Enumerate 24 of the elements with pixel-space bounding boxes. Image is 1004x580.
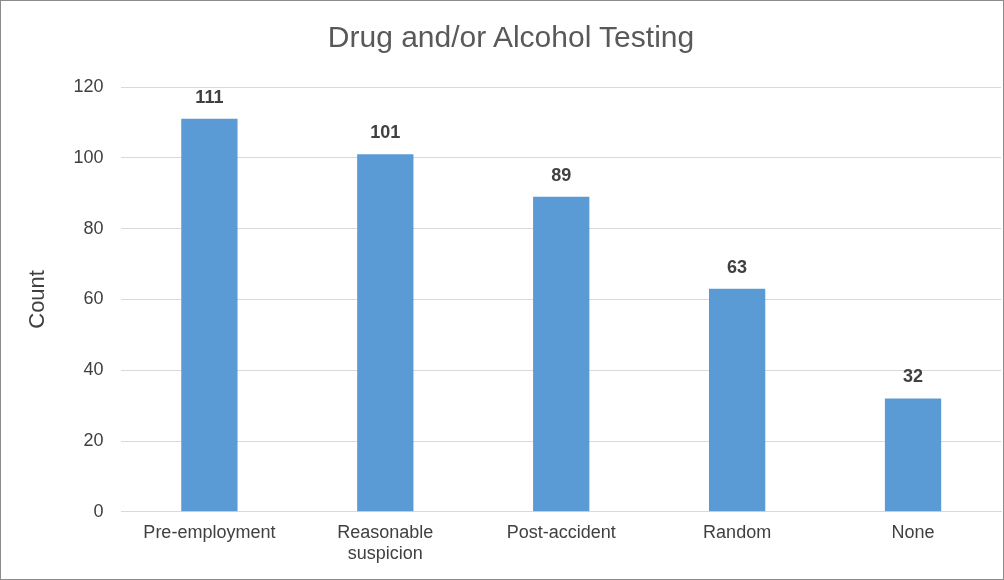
y-tick-label: 60: [83, 288, 104, 309]
y-tick-label: 80: [83, 217, 104, 238]
bar: [884, 398, 942, 512]
x-tick-label: Pre-employment: [143, 521, 276, 542]
y-axis-title: Count: [24, 270, 50, 329]
data-label: 63: [727, 256, 748, 277]
data-label: 101: [370, 122, 401, 143]
bar: [357, 154, 414, 512]
x-tick-label: None: [891, 521, 935, 542]
y-tick-label: 20: [83, 429, 104, 450]
x-tick-label: Random: [703, 521, 772, 542]
bar: [533, 196, 590, 512]
y-tick-label: 40: [83, 359, 104, 380]
data-label: 89: [551, 164, 572, 185]
x-tick-label: Post-accident: [506, 521, 616, 542]
data-label: 111: [195, 86, 224, 107]
bar: [181, 118, 238, 512]
y-tick-label: 100: [73, 146, 104, 167]
data-label: 32: [903, 366, 924, 387]
chart-title: Drug and/or Alcohol Testing: [327, 20, 695, 54]
y-tick-label: 120: [73, 75, 104, 96]
x-tick-label: Reasonable suspicion: [337, 521, 434, 564]
y-tick-label: 0: [93, 500, 104, 521]
bar: [708, 288, 766, 512]
